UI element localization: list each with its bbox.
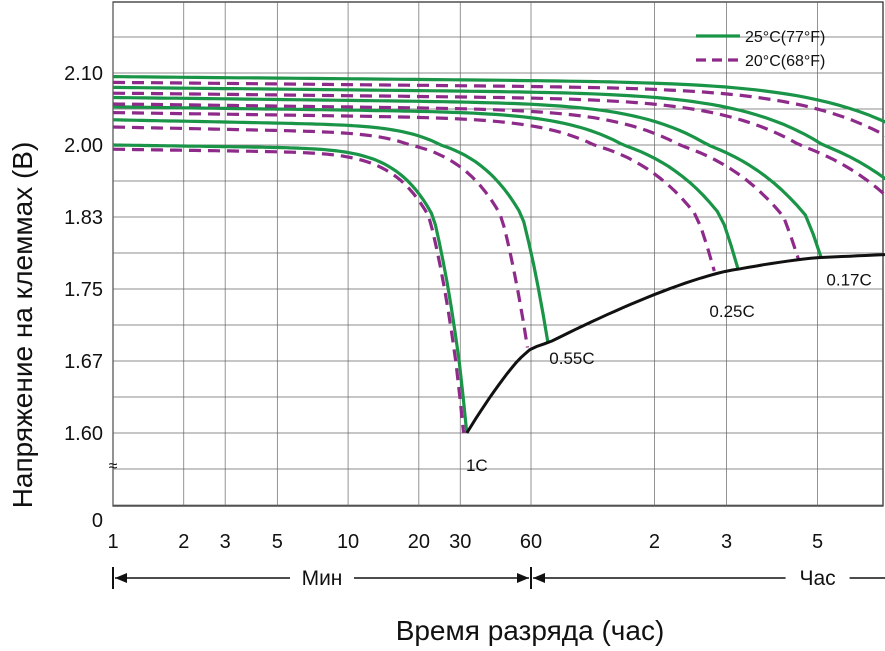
- x-tick-label: 1: [107, 531, 118, 553]
- axis-break-icon: ≈: [109, 458, 118, 475]
- x-tick-label: 2: [649, 531, 660, 553]
- range-label: Мин: [302, 567, 343, 590]
- series-line-0_1C-20c: [112, 91, 885, 197]
- y-tick-label: 1.67: [64, 351, 103, 373]
- y-tick-label: 0: [92, 510, 103, 532]
- range-label: Час: [799, 567, 835, 590]
- end-voltage-line: [465, 253, 885, 434]
- x-tick-label: 3: [220, 531, 231, 553]
- x-axis-title: Время разряда (час): [396, 615, 665, 646]
- rate-label: 0.17C: [826, 271, 871, 290]
- x-tick-label: 10: [337, 531, 359, 553]
- rate-label: 0.25C: [709, 302, 754, 321]
- x-tick-label: 2: [178, 531, 189, 553]
- series-line-0_05C-20c: [112, 80, 885, 138]
- series-line-1C-20c: [112, 147, 466, 434]
- x-tick-label: 60: [520, 531, 542, 553]
- x-tick-label: 20: [408, 531, 430, 553]
- y-tick-label: 1.75: [64, 279, 103, 301]
- series-line-0_55C-20c: [112, 125, 530, 348]
- legend-label: 20°C(68°F): [745, 53, 825, 70]
- rate-label: 0.55C: [549, 349, 594, 368]
- x-tick-label: 5: [812, 531, 823, 553]
- series-line-0_55C-25c: [112, 118, 550, 344]
- rate-label: 1C: [466, 456, 488, 475]
- x-tick-label: 3: [721, 531, 732, 553]
- series-line-0_17C-20c: [112, 102, 801, 261]
- y-tick-label: 2.10: [64, 63, 103, 85]
- y-tick-label: 1.60: [64, 423, 103, 445]
- y-tick-label: 1.83: [64, 207, 103, 229]
- series-line-0_25C-20c: [112, 111, 716, 272]
- arrow-left-icon: [115, 573, 127, 583]
- series-line-0_1C-25c: [112, 85, 885, 181]
- legend-label: 25°C(77°F): [745, 29, 825, 46]
- arrow-right-icon: [517, 573, 529, 583]
- arrow-left-icon: [533, 573, 545, 583]
- y-tick-label: 2.00: [64, 135, 103, 157]
- series-line-0_25C-25c: [112, 105, 740, 270]
- series-line-1C-25c: [112, 143, 469, 434]
- series-line-0_17C-25c: [112, 95, 823, 259]
- x-tick-label: 5: [272, 531, 283, 553]
- series-line-0_05C-25c: [112, 75, 885, 124]
- y-axis-title: Напряжение на клеммах (В): [7, 142, 38, 509]
- x-tick-label: 30: [449, 531, 471, 553]
